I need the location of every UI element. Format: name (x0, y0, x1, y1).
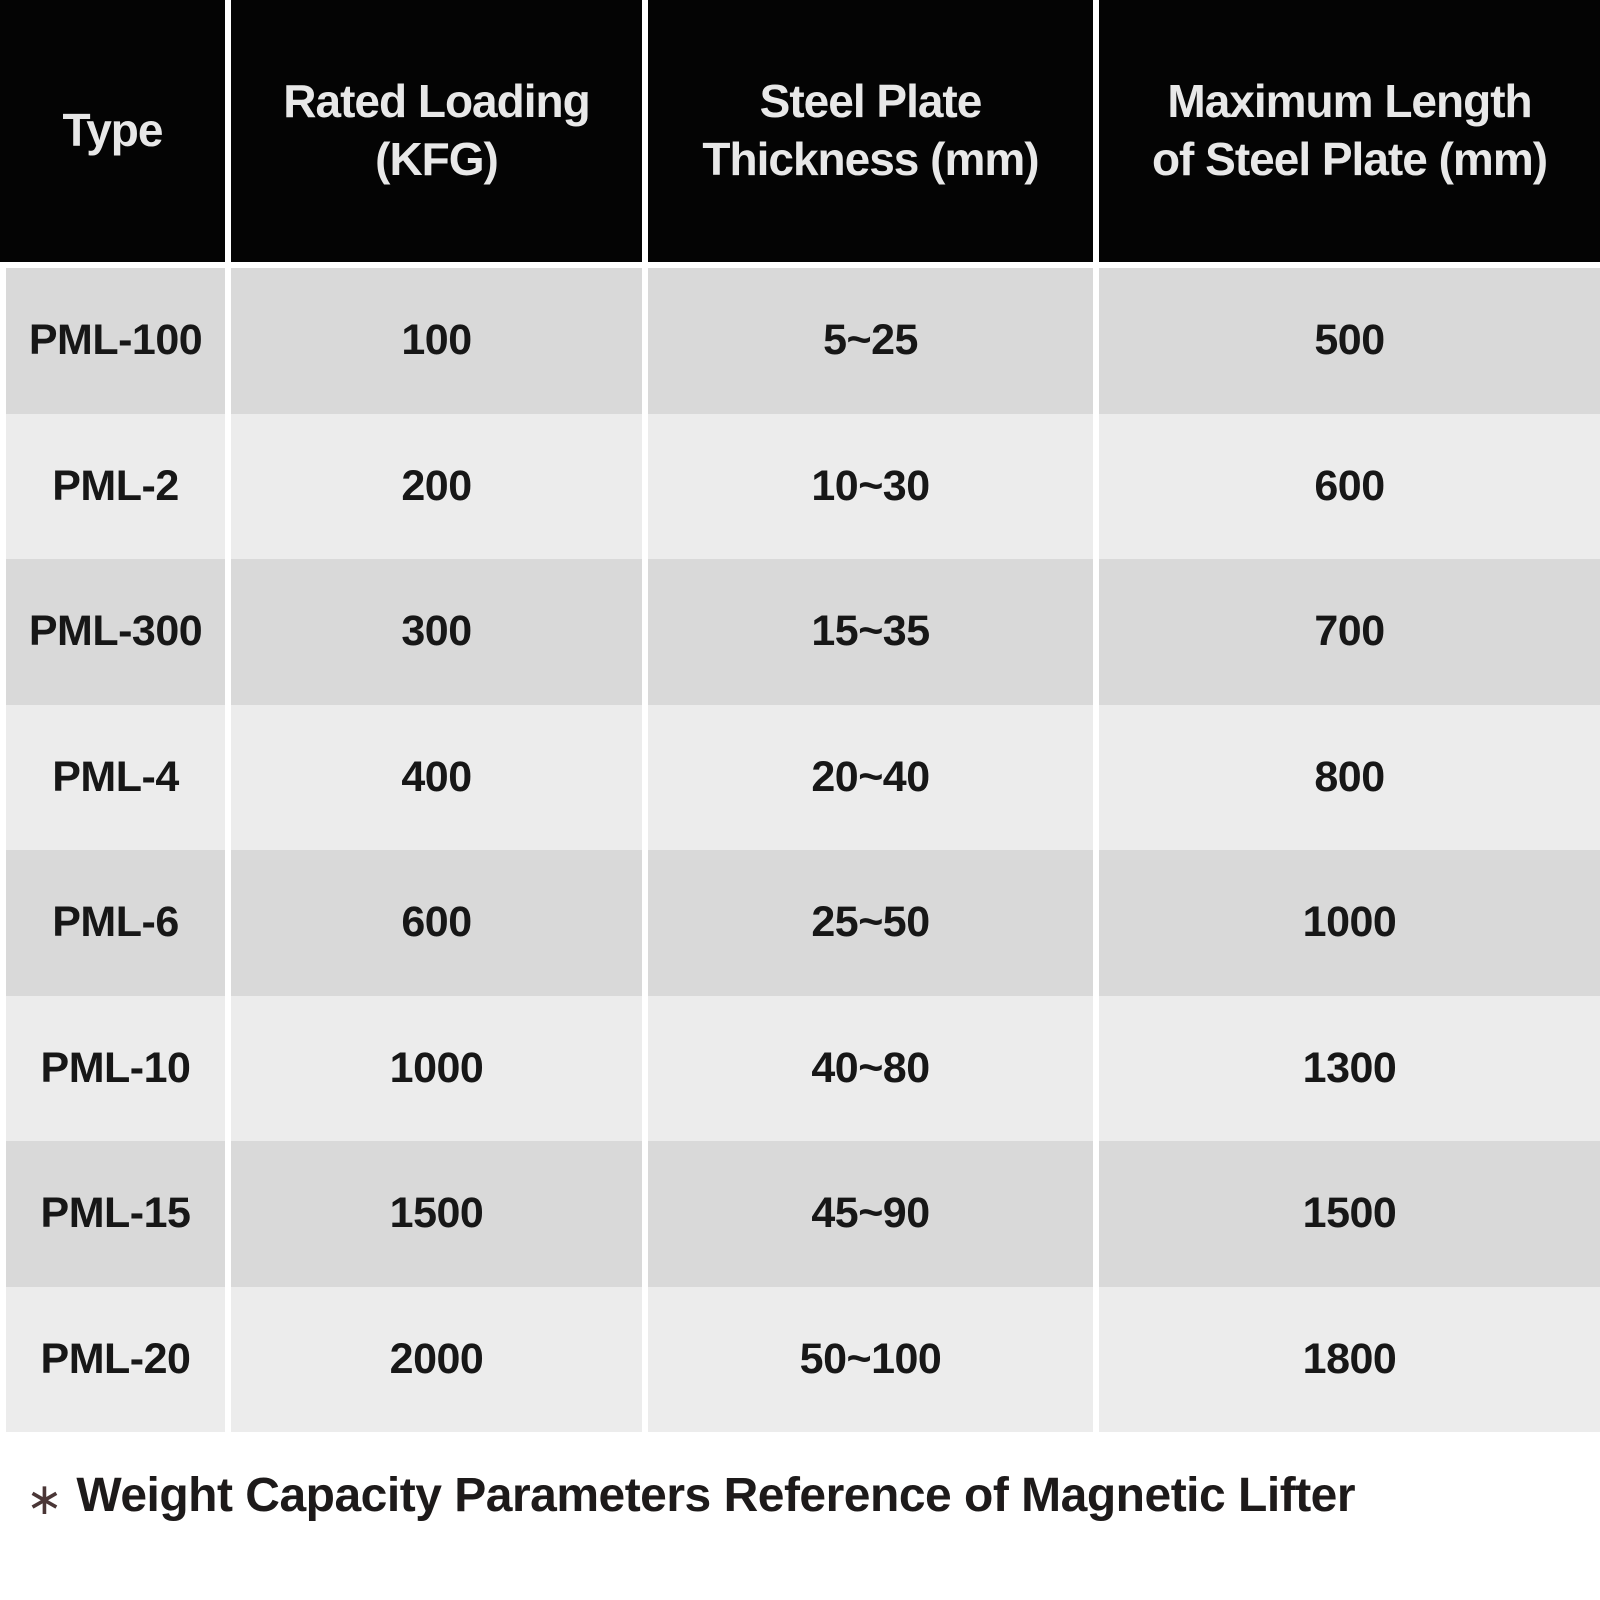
footnote: ∗ Weight Capacity Parameters Reference o… (26, 1468, 1586, 1523)
header-rated-loading-line2: (KFG) (375, 133, 499, 185)
cell-rated-loading: 1500 (231, 1141, 642, 1287)
cell-max-length: 500 (1099, 268, 1600, 414)
cell-type: PML-20 (0, 1286, 225, 1432)
cell-max-length: 1800 (1099, 1286, 1600, 1432)
header-max-length-line2: of Steel Plate (mm) (1151, 133, 1548, 185)
cell-thickness: 15~35 (648, 559, 1093, 705)
header-max-length-line1: Maximum Length (1167, 75, 1532, 128)
cell-max-length: 800 (1099, 704, 1600, 850)
cell-max-length: 1000 (1099, 850, 1600, 996)
cell-rated-loading: 1000 (231, 995, 642, 1141)
cell-max-length: 1500 (1099, 1141, 1600, 1287)
header-rated-loading-line1: Rated Loading (283, 75, 590, 128)
cell-type: PML-100 (0, 268, 225, 414)
cell-thickness: 5~25 (648, 268, 1093, 414)
cell-max-length: 700 (1099, 559, 1600, 705)
cell-thickness: 25~50 (648, 850, 1093, 996)
cell-type: PML-2 (0, 413, 225, 559)
header-thickness: Steel Plate Thickness (mm) (648, 0, 1093, 262)
cell-thickness: 20~40 (648, 704, 1093, 850)
cell-thickness: 40~80 (648, 995, 1093, 1141)
footnote-text: Weight Capacity Parameters Reference of … (76, 1469, 1356, 1522)
cell-type: PML-300 (0, 559, 225, 705)
header-type: Type (0, 0, 225, 262)
cell-thickness: 45~90 (648, 1141, 1093, 1287)
cell-type: PML-10 (0, 995, 225, 1141)
cell-thickness: 10~30 (648, 413, 1093, 559)
cell-rated-loading: 400 (231, 704, 642, 850)
cell-max-length: 600 (1099, 413, 1600, 559)
cell-type: PML-4 (0, 704, 225, 850)
cell-rated-loading: 100 (231, 268, 642, 414)
header-type-line1: Type (62, 104, 164, 157)
header-thickness-line1: Steel Plate (759, 75, 983, 128)
cell-rated-loading: 600 (231, 850, 642, 996)
asterisk-icon: ∗ (26, 1474, 63, 1524)
header-max-length: Maximum Length of Steel Plate (mm) (1099, 0, 1600, 262)
header-divider (0, 262, 1600, 268)
spec-table: Type Rated Loading (KFG) Steel Plate Thi… (0, 0, 1600, 1432)
cell-rated-loading: 2000 (231, 1286, 642, 1432)
cell-rated-loading: 300 (231, 559, 642, 705)
cell-rated-loading: 200 (231, 413, 642, 559)
cell-type: PML-6 (0, 850, 225, 996)
cell-type: PML-15 (0, 1141, 225, 1287)
cell-thickness: 50~100 (648, 1286, 1093, 1432)
header-rated-loading: Rated Loading (KFG) (231, 0, 642, 262)
cell-max-length: 1300 (1099, 995, 1600, 1141)
header-thickness-line2: Thickness (mm) (702, 133, 1039, 185)
